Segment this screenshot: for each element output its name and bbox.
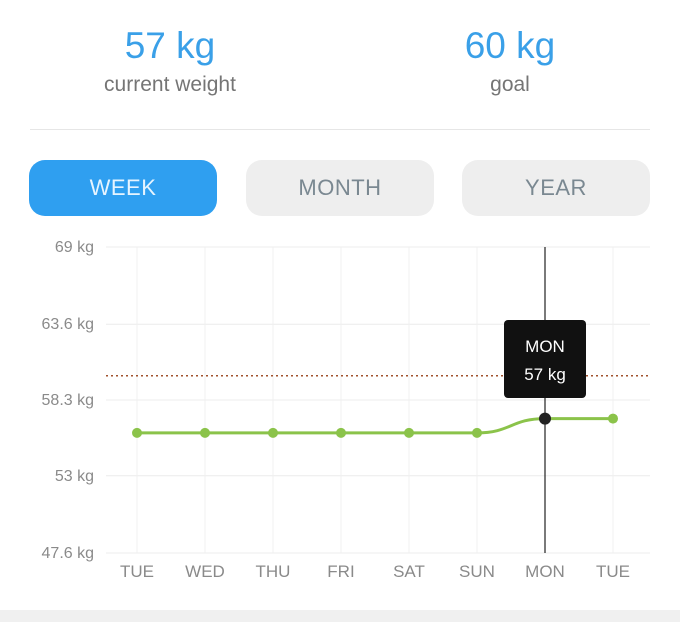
current-weight-label: current weight [104, 73, 236, 96]
data-point [268, 427, 278, 438]
y-tick-label: 69 kg [55, 239, 94, 256]
weight-line-chart[interactable]: 69 kg 63.6 kg 58.3 kg 53 kg 47.6 kg TUE WED THU… [0, 230, 680, 600]
current-weight-stat: 57 kg current weight [20, 24, 320, 100]
x-tick-label: SAT [393, 562, 425, 581]
tooltip-title: MON [525, 337, 565, 356]
x-tick-label: WED [185, 562, 225, 581]
data-point [472, 427, 482, 438]
bottom-edge [0, 610, 680, 622]
goal-weight-value: 60 kg [464, 25, 556, 66]
x-tick-label: SUN [459, 562, 495, 581]
current-weight-value: 57 kg [124, 25, 216, 66]
selected-data-point [539, 412, 551, 425]
period-tabs: WEEK MONTH YEAR [0, 160, 680, 216]
y-tick-label: 53 kg [55, 468, 94, 485]
tab-year[interactable]: YEAR [462, 160, 650, 216]
tooltip-box [504, 320, 586, 398]
tab-week[interactable]: WEEK [29, 160, 217, 216]
tooltip-value: 57 kg [524, 365, 566, 384]
stats-header: 57 kg current weight 60 kg goal [0, 0, 680, 130]
header-divider [30, 129, 650, 130]
data-point [608, 413, 618, 424]
x-tick-label: FRI [327, 562, 354, 581]
y-tick-label: 63.6 kg [42, 316, 94, 333]
data-point [404, 427, 414, 438]
x-tick-label: THU [256, 562, 291, 581]
x-tick-label: MON [525, 562, 565, 581]
goal-weight-label: goal [490, 73, 530, 96]
data-point [132, 427, 142, 438]
weight-series-line [136, 417, 613, 435]
tab-month[interactable]: MONTH [246, 160, 434, 216]
x-tick-label: TUE [596, 562, 630, 581]
data-point [200, 427, 210, 438]
data-point [336, 427, 346, 438]
y-tick-label: 47.6 kg [42, 545, 94, 562]
goal-weight-stat: 60 kg goal [360, 24, 660, 100]
x-tick-label: TUE [120, 562, 154, 581]
y-tick-label: 58.3 kg [42, 392, 94, 409]
